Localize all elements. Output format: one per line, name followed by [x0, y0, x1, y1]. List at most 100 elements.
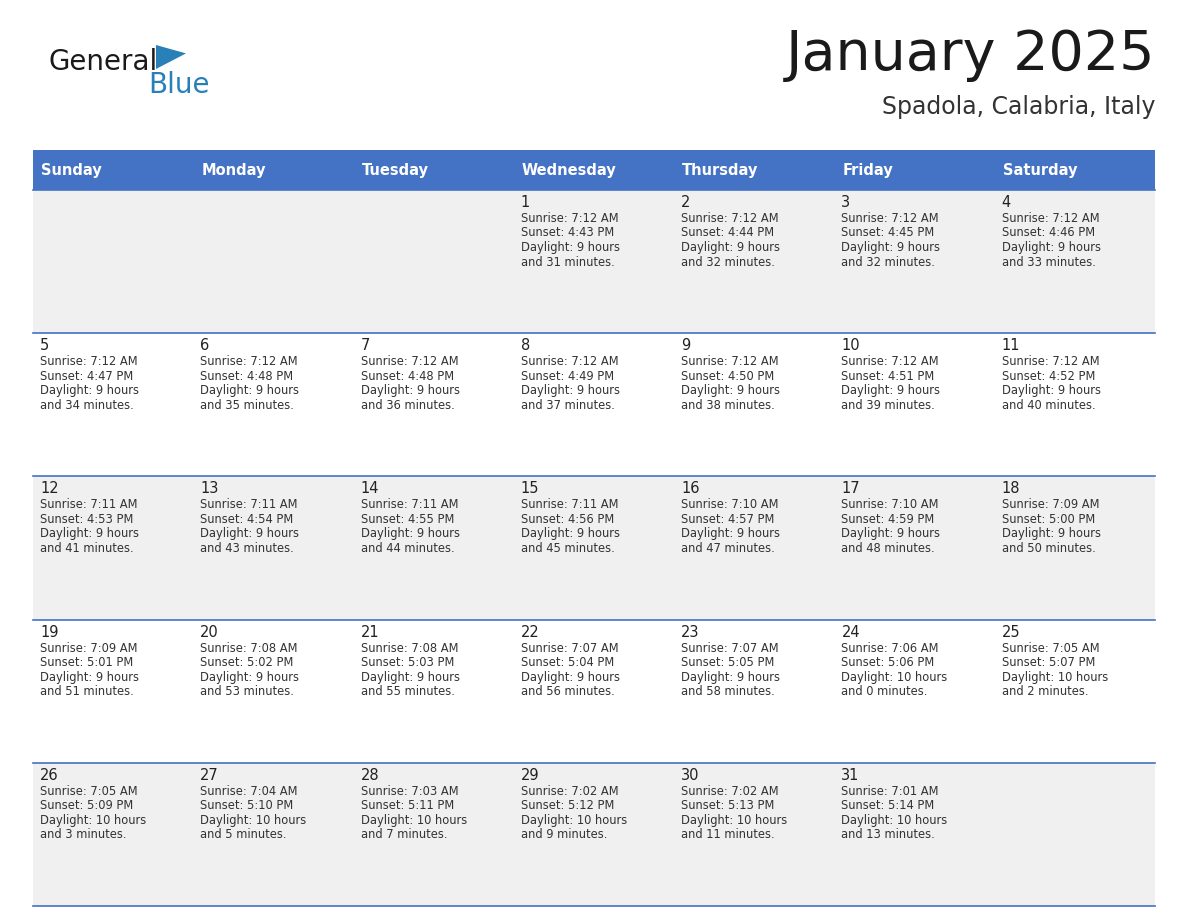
- Text: Sunset: 4:59 PM: Sunset: 4:59 PM: [841, 513, 935, 526]
- Text: Daylight: 9 hours: Daylight: 9 hours: [681, 528, 781, 541]
- Text: and 34 minutes.: and 34 minutes.: [40, 398, 134, 411]
- Text: Sunrise: 7:02 AM: Sunrise: 7:02 AM: [520, 785, 619, 798]
- Text: Daylight: 9 hours: Daylight: 9 hours: [1001, 528, 1101, 541]
- Text: Sunrise: 7:01 AM: Sunrise: 7:01 AM: [841, 785, 939, 798]
- Text: Sunset: 4:50 PM: Sunset: 4:50 PM: [681, 370, 775, 383]
- Bar: [33, 620, 1155, 763]
- Bar: [33, 476, 1155, 620]
- Text: and 48 minutes.: and 48 minutes.: [841, 542, 935, 554]
- Text: Sunrise: 7:12 AM: Sunrise: 7:12 AM: [1001, 355, 1099, 368]
- Text: Sunset: 4:53 PM: Sunset: 4:53 PM: [40, 513, 133, 526]
- Text: and 56 minutes.: and 56 minutes.: [520, 685, 614, 698]
- Text: Friday: Friday: [842, 162, 893, 177]
- Text: 14: 14: [361, 481, 379, 497]
- Text: Sunset: 4:47 PM: Sunset: 4:47 PM: [40, 370, 133, 383]
- Text: Daylight: 9 hours: Daylight: 9 hours: [520, 528, 620, 541]
- Text: Sunrise: 7:08 AM: Sunrise: 7:08 AM: [201, 642, 298, 655]
- Text: Sunset: 4:51 PM: Sunset: 4:51 PM: [841, 370, 935, 383]
- Text: Sunset: 5:01 PM: Sunset: 5:01 PM: [40, 656, 133, 669]
- Text: Daylight: 9 hours: Daylight: 9 hours: [841, 241, 941, 254]
- Text: Daylight: 10 hours: Daylight: 10 hours: [841, 813, 948, 827]
- Text: Daylight: 9 hours: Daylight: 9 hours: [681, 385, 781, 397]
- Text: 4: 4: [1001, 195, 1011, 210]
- Text: Daylight: 9 hours: Daylight: 9 hours: [40, 528, 139, 541]
- Bar: [33, 763, 1155, 906]
- Bar: [674, 150, 834, 190]
- Text: Sunrise: 7:11 AM: Sunrise: 7:11 AM: [361, 498, 459, 511]
- Text: Sunset: 5:06 PM: Sunset: 5:06 PM: [841, 656, 935, 669]
- Text: Wednesday: Wednesday: [522, 162, 617, 177]
- Text: Sunrise: 7:09 AM: Sunrise: 7:09 AM: [1001, 498, 1099, 511]
- Text: and 53 minutes.: and 53 minutes.: [201, 685, 295, 698]
- Text: Sunrise: 7:12 AM: Sunrise: 7:12 AM: [40, 355, 138, 368]
- Text: and 33 minutes.: and 33 minutes.: [1001, 255, 1095, 268]
- Text: and 37 minutes.: and 37 minutes.: [520, 398, 614, 411]
- Text: and 39 minutes.: and 39 minutes.: [841, 398, 935, 411]
- Text: Daylight: 10 hours: Daylight: 10 hours: [681, 813, 788, 827]
- Text: and 0 minutes.: and 0 minutes.: [841, 685, 928, 698]
- Text: and 45 minutes.: and 45 minutes.: [520, 542, 614, 554]
- Text: Sunset: 4:46 PM: Sunset: 4:46 PM: [1001, 227, 1095, 240]
- Text: Daylight: 9 hours: Daylight: 9 hours: [361, 528, 460, 541]
- Text: Sunrise: 7:08 AM: Sunrise: 7:08 AM: [361, 642, 459, 655]
- Bar: [834, 150, 994, 190]
- Text: Daylight: 9 hours: Daylight: 9 hours: [201, 528, 299, 541]
- Text: Sunrise: 7:04 AM: Sunrise: 7:04 AM: [201, 785, 298, 798]
- Text: Daylight: 9 hours: Daylight: 9 hours: [201, 671, 299, 684]
- Text: Sunset: 4:56 PM: Sunset: 4:56 PM: [520, 513, 614, 526]
- Text: Daylight: 9 hours: Daylight: 9 hours: [520, 671, 620, 684]
- Text: and 51 minutes.: and 51 minutes.: [40, 685, 134, 698]
- Text: Sunrise: 7:12 AM: Sunrise: 7:12 AM: [681, 212, 779, 225]
- Text: and 38 minutes.: and 38 minutes.: [681, 398, 775, 411]
- Text: and 40 minutes.: and 40 minutes.: [1001, 398, 1095, 411]
- Text: Sunrise: 7:12 AM: Sunrise: 7:12 AM: [681, 355, 779, 368]
- Text: Sunset: 5:12 PM: Sunset: 5:12 PM: [520, 800, 614, 812]
- Text: Spadola, Calabria, Italy: Spadola, Calabria, Italy: [881, 95, 1155, 119]
- Text: 11: 11: [1001, 338, 1020, 353]
- Text: 29: 29: [520, 767, 539, 783]
- Text: 1: 1: [520, 195, 530, 210]
- Text: and 50 minutes.: and 50 minutes.: [1001, 542, 1095, 554]
- Text: Daylight: 9 hours: Daylight: 9 hours: [361, 385, 460, 397]
- Text: Daylight: 9 hours: Daylight: 9 hours: [841, 528, 941, 541]
- Text: Daylight: 10 hours: Daylight: 10 hours: [1001, 671, 1108, 684]
- Text: Sunset: 5:10 PM: Sunset: 5:10 PM: [201, 800, 293, 812]
- Text: Monday: Monday: [201, 162, 266, 177]
- Text: Daylight: 9 hours: Daylight: 9 hours: [520, 241, 620, 254]
- Text: Daylight: 9 hours: Daylight: 9 hours: [40, 671, 139, 684]
- Text: 18: 18: [1001, 481, 1020, 497]
- Text: Sunset: 4:49 PM: Sunset: 4:49 PM: [520, 370, 614, 383]
- Text: Daylight: 9 hours: Daylight: 9 hours: [1001, 385, 1101, 397]
- Text: Daylight: 9 hours: Daylight: 9 hours: [1001, 241, 1101, 254]
- Text: and 35 minutes.: and 35 minutes.: [201, 398, 295, 411]
- Text: January 2025: January 2025: [785, 28, 1155, 82]
- Text: Sunset: 5:03 PM: Sunset: 5:03 PM: [361, 656, 454, 669]
- Text: Daylight: 10 hours: Daylight: 10 hours: [361, 813, 467, 827]
- Text: Sunrise: 7:02 AM: Sunrise: 7:02 AM: [681, 785, 779, 798]
- Text: Sunset: 5:11 PM: Sunset: 5:11 PM: [361, 800, 454, 812]
- Text: Thursday: Thursday: [682, 162, 758, 177]
- Bar: [33, 333, 1155, 476]
- Text: Sunrise: 7:12 AM: Sunrise: 7:12 AM: [841, 212, 939, 225]
- Text: 13: 13: [201, 481, 219, 497]
- Text: 22: 22: [520, 624, 539, 640]
- Text: 19: 19: [40, 624, 58, 640]
- Polygon shape: [156, 45, 187, 69]
- Text: Sunrise: 7:10 AM: Sunrise: 7:10 AM: [841, 498, 939, 511]
- Text: 28: 28: [361, 767, 379, 783]
- Text: Sunset: 4:44 PM: Sunset: 4:44 PM: [681, 227, 775, 240]
- Text: Sunrise: 7:09 AM: Sunrise: 7:09 AM: [40, 642, 138, 655]
- Text: 30: 30: [681, 767, 700, 783]
- Text: and 7 minutes.: and 7 minutes.: [361, 828, 447, 841]
- Text: Daylight: 10 hours: Daylight: 10 hours: [40, 813, 146, 827]
- Text: Sunrise: 7:12 AM: Sunrise: 7:12 AM: [520, 212, 619, 225]
- Text: Tuesday: Tuesday: [361, 162, 429, 177]
- Text: Sunset: 5:02 PM: Sunset: 5:02 PM: [201, 656, 293, 669]
- Text: 23: 23: [681, 624, 700, 640]
- Text: Sunset: 4:55 PM: Sunset: 4:55 PM: [361, 513, 454, 526]
- Text: 9: 9: [681, 338, 690, 353]
- Text: Sunset: 4:48 PM: Sunset: 4:48 PM: [361, 370, 454, 383]
- Text: Daylight: 10 hours: Daylight: 10 hours: [841, 671, 948, 684]
- Text: Sunrise: 7:12 AM: Sunrise: 7:12 AM: [1001, 212, 1099, 225]
- Text: and 44 minutes.: and 44 minutes.: [361, 542, 454, 554]
